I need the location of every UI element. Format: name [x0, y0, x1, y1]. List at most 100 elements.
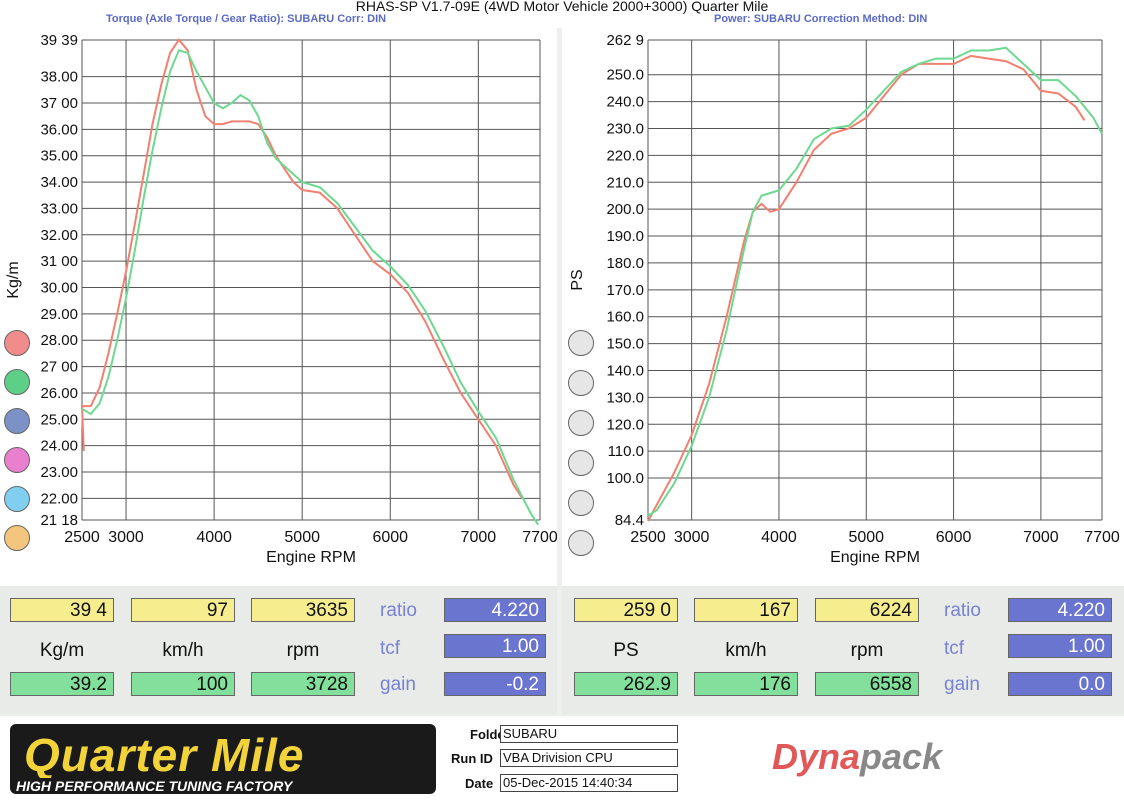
- y-tick-label: 180.0: [606, 255, 644, 272]
- run-color-circle[interactable]: [4, 525, 30, 551]
- date-label: Date: [465, 776, 494, 791]
- folder-value: SUBARU: [500, 725, 678, 743]
- power-chart: 2500 3000 4000 5000 6000 7000 7700 84.4 100.0 110…: [562, 28, 1124, 586]
- y-tick-label: 100.0: [606, 470, 644, 487]
- dynapack-logo: Dynapack: [772, 736, 942, 778]
- y-tick-label: 240.0: [606, 94, 644, 111]
- tcf-value: 1.00: [444, 634, 546, 658]
- y-tick-label: 31 00: [40, 253, 78, 270]
- y-tick-label: 250.0: [606, 67, 644, 84]
- ratio-label: ratio: [380, 600, 417, 621]
- y-tick-label: 21 18: [40, 512, 78, 529]
- red-series-line: [647, 54, 1086, 522]
- torque-chart-svg: 2500 3000 4000 5000 6000 7000 7700 21 18 22.00 23…: [5, 32, 557, 566]
- run-empty-circle[interactable]: [568, 330, 594, 356]
- gain-value-right: 0.0: [1008, 672, 1112, 696]
- y-tick-label: 25.00: [40, 411, 78, 428]
- y-tick-label: 38.00: [40, 69, 78, 86]
- run-empty-circle[interactable]: [568, 370, 594, 396]
- run-color-circle[interactable]: [4, 486, 30, 512]
- y-tick-label: 32.00: [40, 227, 78, 244]
- y-tick-label: 130.0: [606, 389, 644, 406]
- folder-label: Folder: [470, 727, 510, 742]
- x-tick-label: 4000: [761, 529, 797, 546]
- y-tick-label: 37 00: [40, 95, 78, 112]
- power-chart-svg: 2500 3000 4000 5000 6000 7000 7700 84.4 100.0 110…: [569, 32, 1120, 566]
- torque-peak-value: 39 4: [10, 598, 114, 622]
- y-tick-label: 33.00: [40, 200, 78, 217]
- torque-readout-panel: 39 4 97 3635 ratio 4.220 Kg/m km/h rpm t…: [0, 586, 557, 714]
- ratio-label-right: ratio: [944, 600, 981, 621]
- ratio-value: 4.220: [444, 598, 546, 622]
- y-tick-label: 220.0: [606, 147, 644, 164]
- red-series-line: [80, 38, 524, 499]
- power-peak-speed-2: 176: [694, 672, 798, 696]
- x-tick-label: 5000: [284, 529, 320, 546]
- torque-peak-value-2: 39.2: [10, 672, 114, 696]
- y-tick-label: 200.0: [606, 201, 644, 218]
- date-value: 05-Dec-2015 14:40:34: [500, 774, 678, 792]
- dynapack-logo-a: Dyna: [772, 736, 861, 777]
- run-color-circle[interactable]: [4, 369, 30, 395]
- report-header: RHAS-SP V1.7-09E (4WD Motor Vehicle 2000…: [0, 0, 1124, 28]
- torque-peak-speed-2: 100: [131, 672, 235, 696]
- power-peak-value-2: 262.9: [574, 672, 678, 696]
- x-tick-label: 6000: [372, 529, 408, 546]
- y-axis-label: Kg/m: [5, 261, 22, 298]
- y-tick-label: 27 00: [40, 359, 78, 376]
- power-peak-value: 259 0: [574, 598, 678, 622]
- x-tick-label: 7700: [1084, 529, 1120, 546]
- torque-chart: 2500 3000 4000 5000 6000 7000 7700 21 18 22.00 23…: [0, 28, 557, 586]
- gain-value: -0.2: [444, 672, 546, 696]
- run-empty-circle[interactable]: [568, 410, 594, 436]
- green-series-line: [81, 49, 540, 526]
- run-color-circle[interactable]: [4, 447, 30, 473]
- x-tick-label: 3000: [674, 529, 710, 546]
- y-tick-label: 120.0: [606, 416, 644, 433]
- y-tick-label: 23.00: [40, 464, 78, 481]
- gain-label: gain: [380, 674, 416, 695]
- unit-label-rpm: rpm: [286, 640, 320, 661]
- run-empty-circle[interactable]: [568, 530, 594, 556]
- y-tick-label: 34.00: [40, 174, 78, 191]
- y-tick-label: 262 9: [606, 32, 644, 49]
- run-empty-circle[interactable]: [568, 490, 594, 516]
- unit-label-rpm-right: rpm: [850, 640, 884, 661]
- y-tick-label: 210.0: [606, 174, 644, 191]
- x-tick-label: 5000: [848, 529, 884, 546]
- quarter-mile-logo: Quarter Mile HIGH PERFORMANCE TUNING FAC…: [10, 724, 436, 794]
- x-tick-label: 2500: [64, 529, 100, 546]
- power-peak-rpm-2: 6558: [815, 672, 919, 696]
- x-tick-label: 3000: [108, 529, 144, 546]
- y-tick-label: 39 39: [40, 32, 78, 49]
- torque-peak-rpm: 3635: [251, 598, 355, 622]
- x-axis-label: Engine RPM: [830, 549, 920, 566]
- x-tick-label: 7000: [1023, 529, 1059, 546]
- y-tick-label: 150.0: [606, 336, 644, 353]
- gain-label-right: gain: [944, 674, 980, 695]
- report-title: RHAS-SP V1.7-09E (4WD Motor Vehicle 2000…: [355, 0, 769, 14]
- power-subtitle: Power: SUBARU Correction Method: DIN: [714, 13, 928, 25]
- x-tick-label: 4000: [196, 529, 232, 546]
- power-peak-rpm: 6224: [815, 598, 919, 622]
- y-tick-label: 26.00: [40, 385, 78, 402]
- run-color-circle[interactable]: [4, 330, 30, 356]
- y-tick-label: 36.00: [40, 121, 78, 138]
- run-empty-circle[interactable]: [568, 450, 594, 476]
- x-tick-label: 7000: [461, 529, 497, 546]
- y-tick-label: 30.00: [40, 280, 78, 297]
- y-tick-label: 22.00: [40, 490, 78, 507]
- unit-label-ps: PS: [613, 640, 639, 661]
- power-readout-panel: 259 0 167 6224 ratio 4.220 PS km/h rpm t…: [562, 586, 1124, 714]
- unit-label-kmh-right: km/h: [725, 640, 767, 661]
- x-tick-label: 7700: [522, 529, 557, 546]
- run-color-circle[interactable]: [4, 408, 30, 434]
- logo-tagline: HIGH PERFORMANCE TUNING FACTORY: [16, 778, 293, 794]
- torque-peak-speed: 97: [131, 598, 235, 622]
- y-tick-label: 24.00: [40, 438, 78, 455]
- runid-value: VBA Drivision CPU: [500, 749, 678, 767]
- y-tick-label: 190.0: [606, 228, 644, 245]
- y-tick-label: 160.0: [606, 309, 644, 326]
- y-tick-label: 84.4: [615, 512, 644, 529]
- y-tick-label: 140.0: [606, 362, 644, 379]
